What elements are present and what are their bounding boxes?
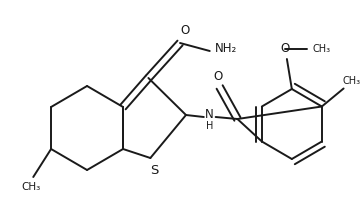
Text: CH₃: CH₃ <box>22 182 41 192</box>
Text: CH₃: CH₃ <box>342 77 361 86</box>
Text: O: O <box>280 42 290 56</box>
Text: O: O <box>213 71 222 84</box>
Text: O: O <box>180 25 190 38</box>
Text: N: N <box>205 109 214 121</box>
Text: H: H <box>206 121 214 131</box>
Text: S: S <box>150 163 159 177</box>
Text: CH₃: CH₃ <box>312 44 331 54</box>
Text: NH₂: NH₂ <box>214 42 237 56</box>
